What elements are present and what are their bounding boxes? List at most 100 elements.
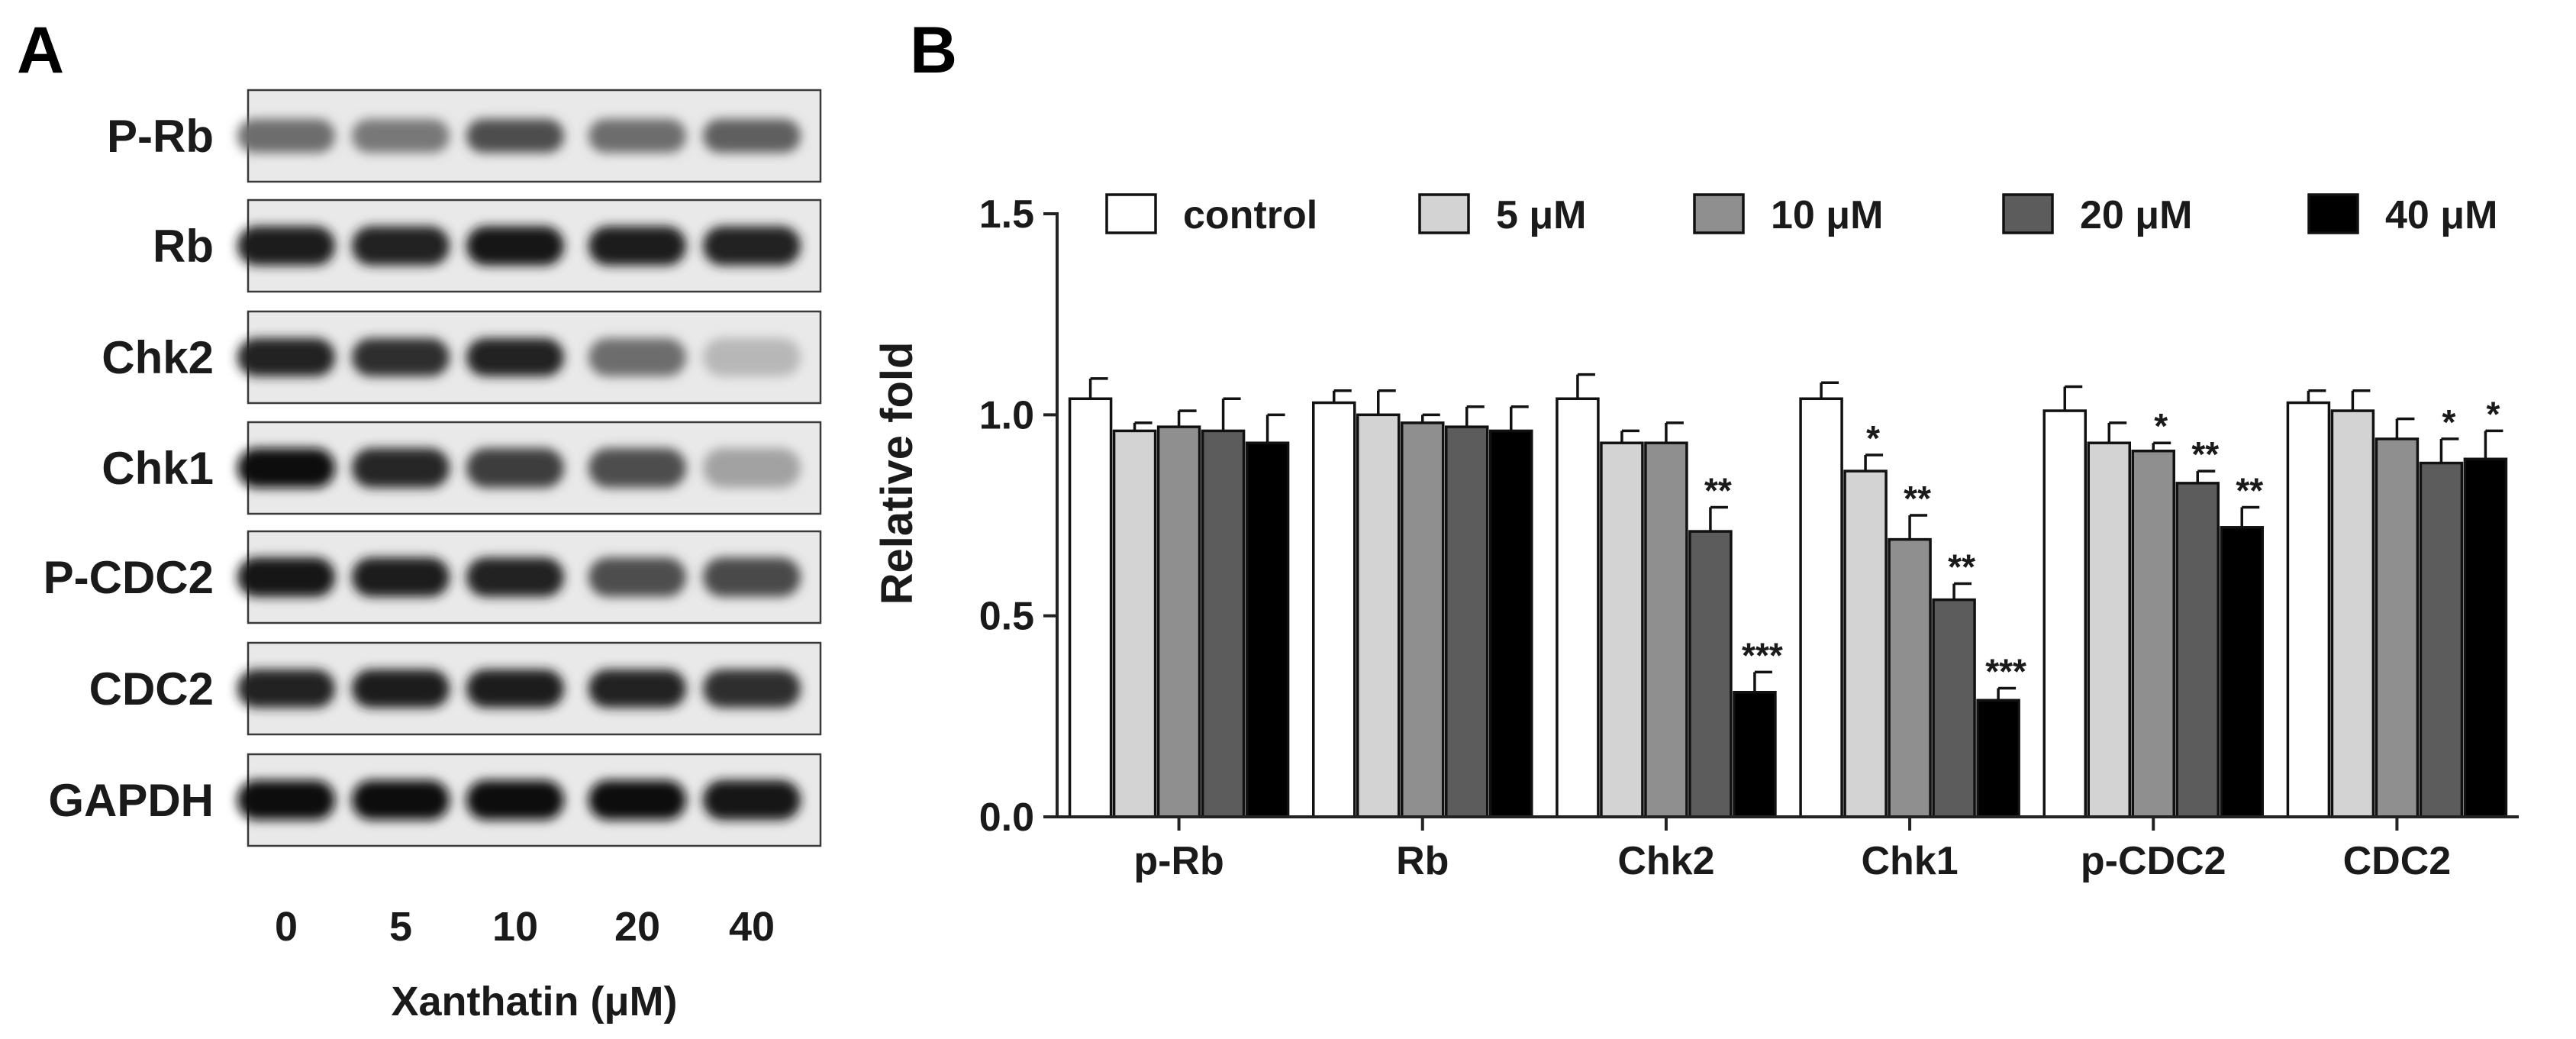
blot-band — [352, 118, 450, 153]
blot-band — [352, 448, 450, 488]
legend-item: 10 μM — [1693, 193, 1883, 237]
legend: control 5 μM 10 μM 20 μM 40 μM — [1105, 193, 2497, 237]
bar — [1356, 413, 1401, 818]
significance-label: * — [1866, 418, 1880, 458]
significance-label: ** — [1904, 479, 1931, 518]
bar — [2374, 437, 2420, 818]
blot-band — [703, 448, 801, 488]
bar — [1245, 441, 1290, 818]
significance-label: * — [2154, 406, 2168, 446]
bar — [1445, 425, 1489, 818]
dose-label: 40 — [729, 904, 775, 950]
dose-label: 5 — [389, 904, 412, 950]
blot-row: CDC2 — [89, 641, 822, 736]
bar — [1688, 530, 1733, 818]
legend-item: control — [1105, 193, 1317, 237]
significance-label: ** — [1948, 547, 1975, 587]
blot-band — [237, 338, 335, 376]
bar — [2419, 461, 2464, 818]
x-tick-label: p-Rb — [1133, 839, 1224, 883]
legend-label: 40 μM — [2385, 193, 2497, 237]
legend-label: 5 μM — [1496, 193, 1587, 237]
blot-band — [703, 669, 801, 708]
blot-row: P-CDC2 — [44, 530, 822, 624]
blot-row-label: Chk2 — [102, 332, 214, 383]
bar — [1312, 401, 1356, 818]
bar — [2330, 409, 2375, 818]
bar — [2087, 441, 2131, 818]
blot-band — [466, 448, 564, 488]
bar — [1733, 690, 1777, 818]
blot-band — [588, 669, 686, 708]
blot-band — [703, 557, 801, 597]
significance-label: * — [2486, 394, 2500, 434]
legend-swatch — [1418, 193, 1470, 234]
bar — [1932, 598, 1976, 818]
y-axis: 0.0 0.5 1.0 1.5 — [979, 192, 1059, 840]
bar — [1401, 421, 1445, 818]
panel-b-letter: B — [910, 14, 957, 87]
legend-item: 40 μM — [2307, 193, 2497, 237]
blot-band — [237, 780, 335, 820]
blot-band — [352, 669, 450, 708]
x-tick-label: p-CDC2 — [2081, 839, 2226, 883]
significance-label: *** — [1742, 635, 1783, 675]
bar — [1489, 429, 1533, 818]
blot-row-label: Rb — [153, 221, 214, 272]
y-tick-label: 1.0 — [979, 393, 1034, 437]
blot-band — [703, 118, 801, 153]
blot-rows: P-Rb Rb Chk2 Chk1 P-CDC2 CDC2 GAPDH — [44, 89, 822, 847]
bar — [1556, 397, 1600, 818]
y-axis-label: Relative fold — [872, 342, 922, 605]
blot-band — [237, 226, 335, 266]
legend-swatch — [1693, 193, 1745, 234]
legend-label: 10 μM — [1771, 193, 1883, 237]
blot-band — [466, 226, 564, 266]
bar — [2220, 526, 2264, 818]
legend-label: control — [1183, 193, 1317, 237]
bar-chart-panel: B Relative fold 0.00.51.01.5 ***********… — [872, 14, 2519, 883]
legend-swatch — [1105, 193, 1157, 234]
blot-row: GAPDH — [48, 753, 822, 847]
dose-label: 10 — [492, 904, 538, 950]
blot-band — [237, 557, 335, 597]
blot-band — [466, 669, 564, 708]
blot-band — [588, 338, 686, 376]
blot-band — [237, 669, 335, 708]
bar — [1112, 429, 1157, 818]
significance-label: ** — [1704, 470, 1732, 510]
blot-band — [237, 118, 335, 153]
bar — [2286, 401, 2331, 818]
legend-item: 20 μM — [2002, 193, 2192, 237]
x-axis: p-Rb Rb Chk2 Chk1 p-CDC2 CDC2 — [1057, 815, 2519, 883]
legend-item: 5 μM — [1418, 193, 1587, 237]
blot-row-label: CDC2 — [89, 663, 214, 715]
blot-band — [703, 226, 801, 266]
blot-band — [466, 780, 564, 820]
blot-band — [466, 338, 564, 376]
blot-row-label: P-CDC2 — [44, 552, 214, 603]
blot-band — [588, 448, 686, 488]
panel-a-letter: A — [17, 14, 64, 87]
blot-band — [466, 557, 564, 597]
dose-labels: 0 5 10 20 40 — [275, 904, 775, 950]
x-tick-label: Chk2 — [1617, 839, 1714, 883]
bar — [2175, 482, 2220, 818]
significance-label: ** — [2191, 434, 2219, 474]
bars: ******************* * — [1068, 373, 2508, 818]
bar — [1843, 469, 1888, 818]
x-tick-label: Rb — [1396, 839, 1449, 883]
blot-band — [352, 557, 450, 597]
blot-band — [588, 557, 686, 597]
blot-band — [588, 118, 686, 153]
bar — [2042, 409, 2087, 818]
bar — [1201, 429, 1246, 818]
blot-row: Rb — [153, 198, 822, 293]
blot-band — [588, 226, 686, 266]
blot-band — [703, 338, 801, 376]
legend-swatch — [2307, 193, 2359, 234]
dose-label: 0 — [275, 904, 298, 950]
blot-band — [352, 780, 450, 820]
blot-row-label: Chk1 — [102, 443, 214, 494]
